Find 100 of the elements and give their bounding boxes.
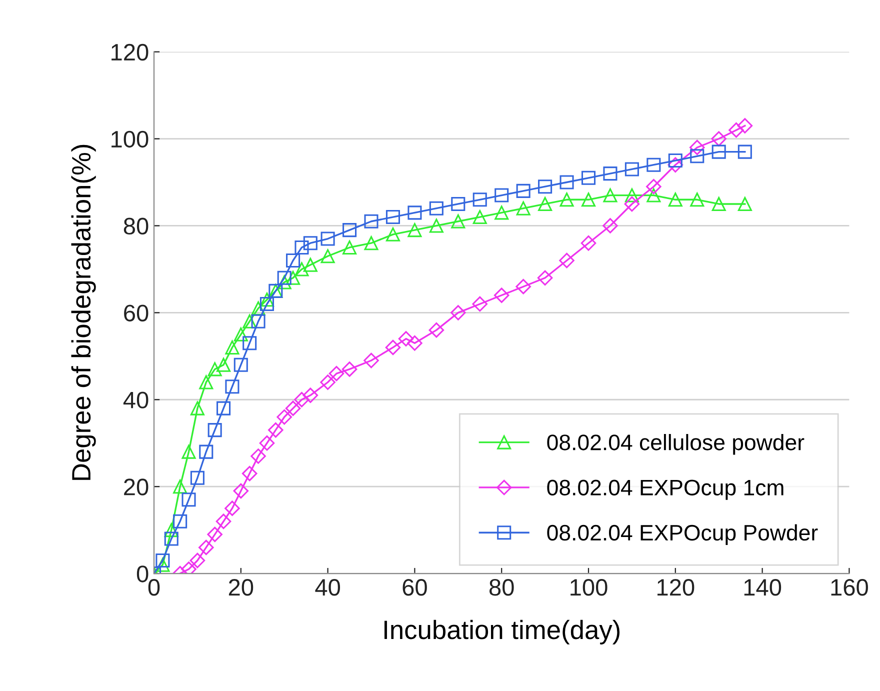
point <box>342 240 357 254</box>
point <box>560 192 574 207</box>
point <box>234 327 248 342</box>
x-tick-label: 160 <box>831 579 868 596</box>
point <box>233 483 249 499</box>
point <box>164 532 178 546</box>
point <box>386 210 400 224</box>
point <box>646 188 661 202</box>
point <box>581 192 596 207</box>
point <box>320 249 335 264</box>
x-tick-label: 20 <box>228 579 254 596</box>
point <box>294 392 310 408</box>
x-tick-label: 60 <box>402 579 427 596</box>
point <box>516 184 530 198</box>
point <box>207 526 222 542</box>
x-tick-label: 140 <box>744 579 782 596</box>
point <box>429 201 444 216</box>
point <box>320 374 336 390</box>
point <box>451 214 466 228</box>
point <box>603 166 618 181</box>
point <box>408 206 422 220</box>
point <box>364 236 378 250</box>
point <box>538 180 552 194</box>
point <box>738 144 752 159</box>
point <box>602 218 618 234</box>
legend-label: 08.02.04 cellulose powder <box>547 434 804 455</box>
legend-label: 08.02.04 EXPOcup Powder <box>547 524 818 546</box>
point <box>516 201 530 216</box>
point <box>451 196 466 212</box>
point <box>737 118 753 134</box>
point <box>294 240 309 254</box>
point <box>450 305 466 320</box>
point <box>199 375 214 390</box>
point <box>646 158 661 172</box>
y-tick-label: 80 <box>124 218 148 235</box>
point <box>242 314 257 328</box>
point <box>260 292 274 307</box>
y-tick-label: 40 <box>123 392 148 408</box>
point <box>208 423 222 438</box>
point <box>328 366 344 382</box>
point <box>494 206 509 220</box>
point <box>428 322 444 338</box>
point <box>494 288 510 303</box>
point <box>224 500 240 516</box>
y-axis-title: Degree of biodegradation(%) <box>71 144 96 480</box>
point <box>216 514 232 529</box>
point <box>494 188 509 202</box>
point <box>190 470 204 485</box>
point <box>668 154 682 168</box>
point <box>242 336 257 350</box>
point <box>182 492 196 507</box>
point <box>342 223 357 238</box>
point <box>216 358 231 372</box>
point <box>216 401 231 416</box>
point <box>472 210 487 224</box>
y-tick-label: 120 <box>112 44 148 61</box>
point <box>560 175 574 190</box>
point <box>225 340 240 354</box>
point <box>234 358 248 372</box>
point <box>689 140 705 156</box>
x-tick-label: 100 <box>570 579 608 596</box>
point <box>260 296 274 311</box>
point <box>364 352 379 368</box>
point <box>294 262 309 276</box>
point <box>559 252 574 268</box>
point <box>516 278 531 294</box>
point <box>156 558 170 572</box>
point <box>538 196 552 212</box>
point <box>198 540 214 556</box>
point <box>668 192 682 207</box>
point <box>225 380 240 394</box>
point <box>302 388 318 403</box>
point <box>580 235 596 251</box>
point <box>342 362 358 377</box>
point <box>303 236 318 250</box>
point <box>242 466 258 482</box>
point <box>182 444 196 459</box>
point <box>286 270 300 285</box>
point <box>472 192 487 207</box>
point <box>208 362 222 376</box>
x-tick-label: 80 <box>489 579 514 596</box>
y-tick-label: 60 <box>124 304 148 322</box>
point <box>712 144 726 159</box>
point <box>668 157 684 172</box>
point <box>398 331 414 346</box>
point <box>277 275 292 290</box>
point <box>624 188 639 202</box>
x-tick-label: 40 <box>315 579 340 596</box>
y-tick-label: 0 <box>136 566 148 582</box>
point <box>581 170 596 185</box>
point <box>286 253 300 268</box>
point <box>259 435 275 451</box>
point <box>690 149 704 164</box>
point <box>711 131 726 146</box>
point <box>712 196 726 212</box>
y-tick-label: 20 <box>124 478 148 496</box>
y-tick-label: 100 <box>112 130 148 148</box>
point <box>276 409 292 425</box>
point <box>268 422 284 438</box>
point <box>429 218 444 233</box>
